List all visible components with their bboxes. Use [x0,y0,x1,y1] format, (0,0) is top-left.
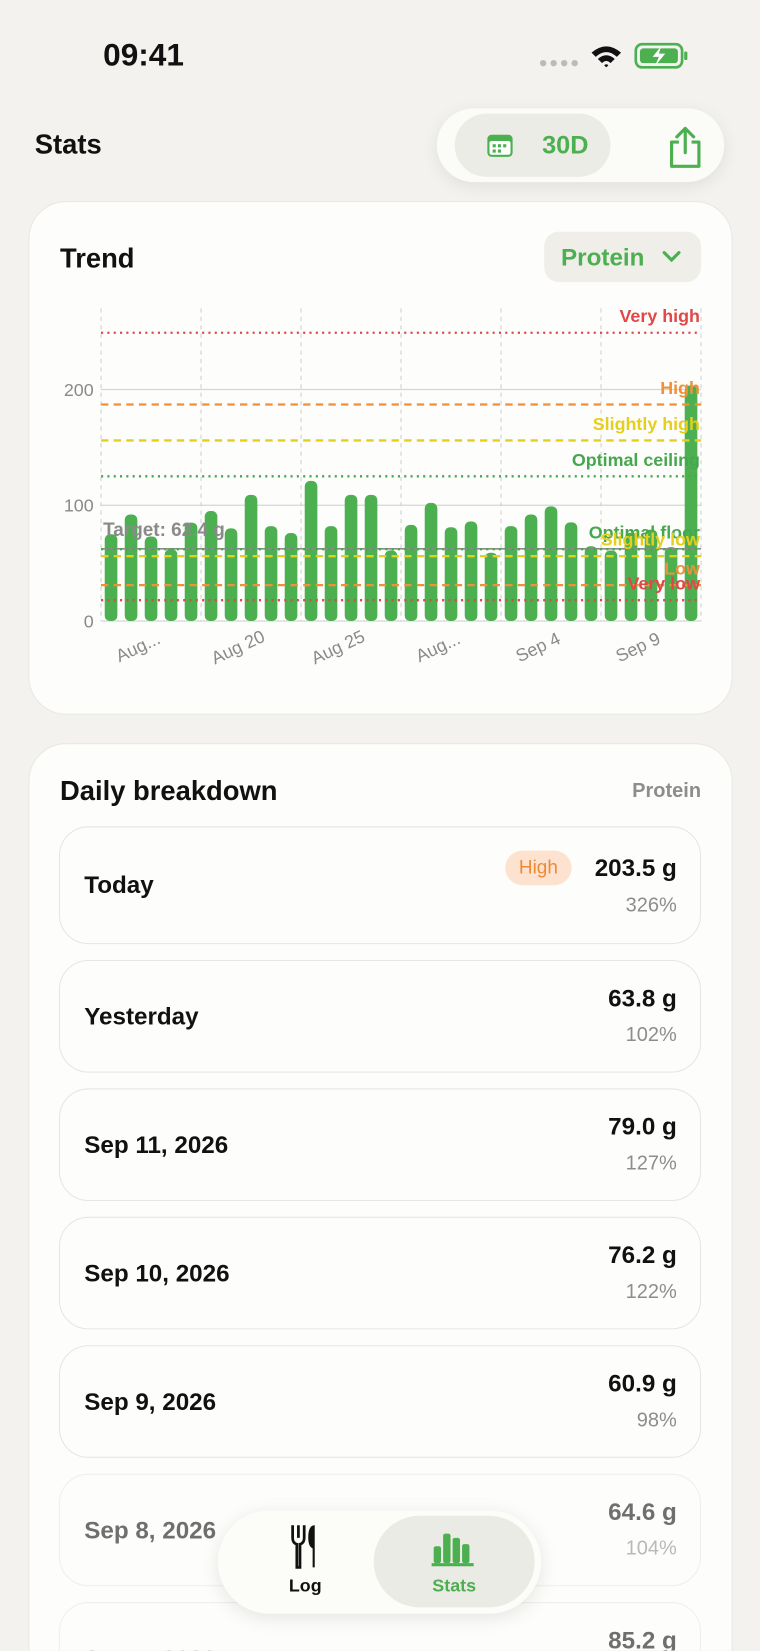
row-amount: 203.5 g [594,853,677,882]
share-button[interactable] [666,125,704,169]
bar [404,524,418,622]
threshold-label: Low [664,559,700,579]
bar [444,527,458,622]
bar [104,534,118,622]
threshold-label: High [660,378,700,398]
bar [224,528,238,622]
x-tick-label: Aug... [413,628,464,666]
toolbar: 30D [436,108,725,183]
row-percent: 104% [625,1537,677,1560]
nutrient-picker[interactable]: Protein [544,231,702,283]
breakdown-row[interactable]: Sep 9, 2026 60.9 g 98% [58,1345,702,1458]
range-button[interactable]: 30D [454,113,611,177]
row-amount: 60.9 g [608,1369,677,1397]
stats-icon [431,1533,474,1567]
status-badge: High [505,850,572,886]
bar [504,526,518,622]
row-amount: 76.2 g [608,1241,677,1269]
bar [624,532,638,622]
bar [344,494,358,622]
breakdown-row[interactable]: Sep 10, 2026 76.2 g 122% [58,1216,702,1330]
row-date: Yesterday [84,1002,199,1030]
bar [484,552,498,622]
chevron-icon [662,251,681,263]
row-percent: 326% [625,894,677,917]
status-time: 09:41 [103,37,184,73]
bar [144,536,158,622]
bar [204,511,218,622]
bar [544,506,558,622]
breakdown-row[interactable]: Yesterday 63.8 g 102% [58,959,702,1073]
row-amount: 63.8 g [608,984,677,1012]
bar [424,502,438,622]
x-tick-label: Aug... [113,628,164,666]
threshold-label: Very low [627,574,700,594]
y-tick-label: 100 [64,496,94,516]
x-tick-label: Aug 25 [308,626,368,668]
bar [564,522,578,622]
trend-chart: 0 100 200 Aug... Aug 20 Aug 25 Aug... Sep 4 Sep … [64,306,702,668]
bar [644,529,658,622]
row-amount: 64.6 g [608,1497,677,1526]
bar [384,550,398,622]
breakdown-row[interactable]: Sep 11, 2026 79.0 g 127% [58,1088,702,1202]
x-tick-label: Sep 4 [513,628,564,666]
row-percent: 127% [625,1152,677,1175]
bar [284,533,298,622]
x-tick-label: Sep 9 [613,628,664,666]
bar [364,494,378,622]
tab-label[interactable]: Stats [432,1575,477,1596]
trend-title: Trend [59,242,135,274]
trend-card [28,201,733,715]
row-percent: 122% [625,1281,677,1304]
target-label: Target: 62.4 g [103,520,225,541]
tab-bar: Log Stats [217,1510,542,1614]
threshold-label: Slightly low [601,530,700,550]
breakdown-row[interactable]: Today High 203.5 g 326% [58,826,702,945]
bar [524,514,538,622]
threshold-label: Optimal ceiling [572,450,700,470]
bar [124,514,138,622]
row-date: Today [84,871,154,899]
nutrient-label: Protein [561,243,645,271]
row-percent: 102% [625,1024,677,1047]
row-date: Sep 7, 2026 [84,1644,216,1650]
status-icons [539,42,688,69]
page-title: Stats [34,128,102,160]
bar [184,522,198,622]
row-amount: 85.2 g [608,1626,677,1651]
bar [464,521,478,622]
log-icon [291,1525,315,1569]
y-tick-label: 200 [64,380,94,400]
breakdown-nutrient: Protein [632,779,702,803]
threshold-label: Slightly high [593,414,700,434]
x-tick-label: Aug 20 [208,626,268,668]
row-amount: 79.0 g [608,1112,677,1140]
bar [584,546,598,622]
row-date: Sep 8, 2026 [84,1515,217,1544]
bar [244,494,258,622]
row-date: Sep 10, 2026 [84,1258,230,1287]
y-tick-label: 0 [84,611,94,631]
calendar-icon [487,134,513,157]
bar [324,526,338,622]
tab-label[interactable]: Log [288,1575,322,1596]
row-date: Sep 11, 2026 [84,1130,229,1158]
threshold-label: Optimal floor [589,523,700,543]
bar [264,526,278,622]
breakdown-title: Daily breakdown [59,774,278,807]
range-label: 30D [542,131,589,160]
bar [684,385,698,622]
row-date: Sep 9, 2026 [84,1387,217,1415]
threshold-label: Very high [620,306,700,326]
row-percent: 98% [636,1409,677,1432]
